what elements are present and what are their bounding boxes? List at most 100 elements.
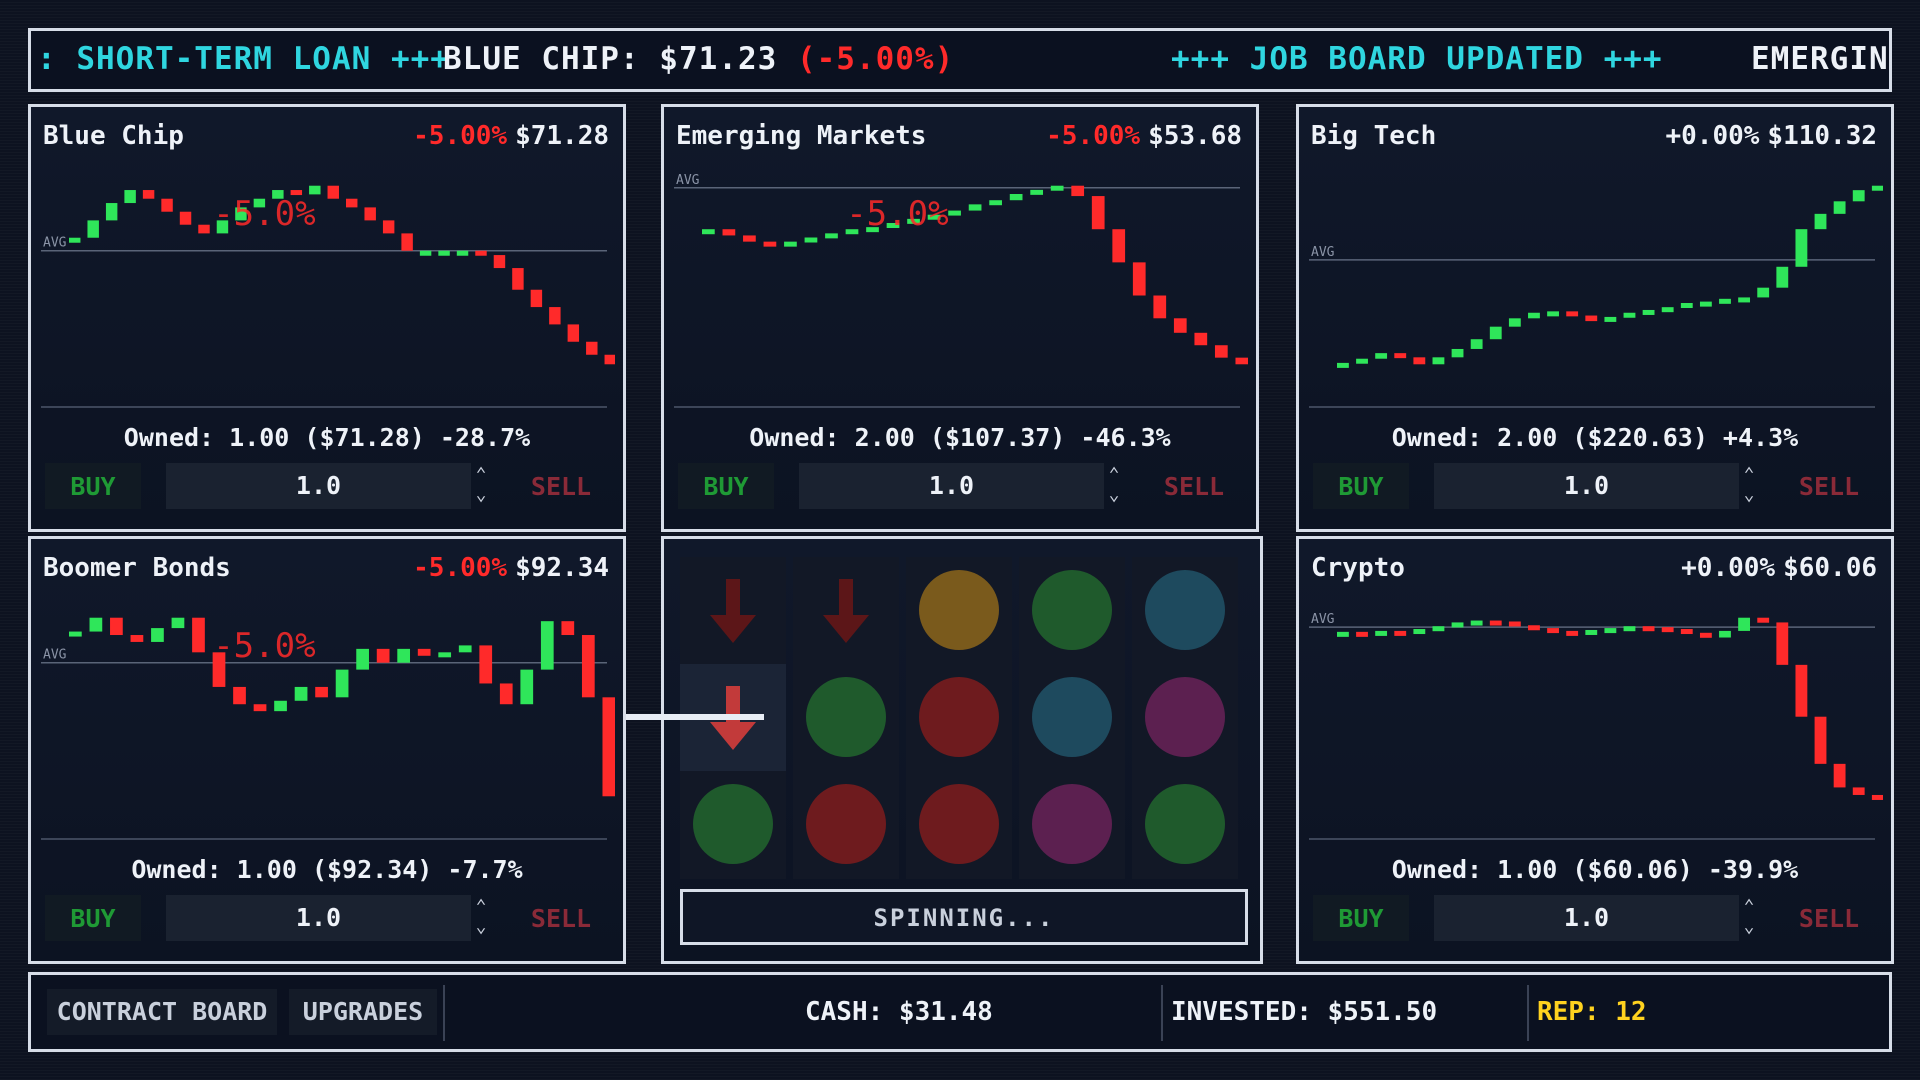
candle [1871, 185, 1883, 191]
quantity-stepper[interactable]: ⌃ ⌄ [1737, 465, 1761, 507]
slot-lever[interactable] [626, 714, 764, 720]
candle [171, 617, 185, 629]
buy-button[interactable]: BUY [45, 463, 141, 509]
candle [722, 229, 736, 236]
candle [1776, 622, 1789, 665]
sell-button[interactable]: SELL [1146, 463, 1242, 509]
candle [1719, 298, 1731, 304]
footer-divider [1161, 985, 1163, 1041]
quantity-stepper[interactable]: ⌃ ⌄ [1102, 465, 1126, 507]
red-ball-icon [906, 771, 1012, 878]
drop-flash: -5.0% [213, 194, 315, 234]
candle [1375, 630, 1388, 636]
buy-button[interactable]: BUY [1313, 463, 1409, 509]
avg-label: AVG [1311, 245, 1335, 260]
candle [1566, 630, 1579, 636]
sell-button[interactable]: SELL [513, 463, 609, 509]
slot-ball [693, 784, 773, 864]
price-chart: AVG -5.0% [41, 617, 615, 840]
candle [1489, 620, 1502, 626]
price-chart: AVG [1309, 612, 1883, 840]
candle [397, 648, 411, 663]
stock-change: -5.00% [413, 553, 508, 583]
chevron-down-icon[interactable]: ⌄ [1743, 916, 1755, 937]
chevron-up-icon[interactable]: ⌃ [475, 464, 487, 485]
arrow-down-icon [710, 579, 756, 643]
magenta-ball-icon [1019, 771, 1125, 878]
buy-button[interactable]: BUY [678, 463, 774, 509]
arrow-down-icon [680, 557, 786, 664]
candle [1757, 287, 1770, 298]
contract-board-tab[interactable]: CONTRACT BOARD [47, 989, 277, 1035]
candle [458, 645, 472, 653]
quantity-stepper[interactable]: ⌃ ⌄ [469, 465, 493, 507]
candle [87, 220, 99, 238]
quantity-input[interactable]: 1.0 [166, 895, 471, 941]
stock-panel-big-tech: Big Tech +0.00% $110.32 AVG Owned: 2.00 (… [1296, 104, 1894, 532]
chevron-up-icon[interactable]: ⌃ [1743, 464, 1755, 485]
candle [1413, 629, 1426, 635]
slot-reel [793, 557, 899, 879]
candle [294, 686, 308, 701]
candle [1585, 315, 1598, 322]
sell-button[interactable]: SELL [513, 895, 609, 941]
quantity-input[interactable]: 1.0 [1434, 463, 1739, 509]
footer-divider [1527, 985, 1529, 1041]
price-chart: AVG [1309, 185, 1883, 408]
stock-name: Big Tech [1311, 121, 1437, 151]
candle [417, 648, 431, 656]
candle [702, 229, 715, 235]
arrow-down-icon [793, 557, 899, 664]
chevron-up-icon[interactable]: ⌃ [475, 896, 487, 917]
ticker-blue-chip-change: (-5.00%) [796, 41, 955, 77]
magenta-ball-icon [1132, 664, 1238, 771]
candle [948, 210, 961, 216]
chevron-down-icon[interactable]: ⌄ [475, 916, 487, 937]
chevron-up-icon[interactable]: ⌃ [1108, 464, 1120, 485]
teal-ball-icon [1132, 557, 1238, 664]
chevron-up-icon[interactable]: ⌃ [1743, 896, 1755, 917]
stock-quote: +0.00% $60.06 [1681, 553, 1877, 583]
candle [604, 354, 615, 365]
buy-button[interactable]: BUY [1313, 895, 1409, 941]
stock-panel-boomer-bonds: Boomer Bonds -5.00% $92.34 AVG -5.0% Owned… [28, 536, 626, 964]
ticker-loan: : SHORT-TERM LOAN +++ [37, 41, 450, 77]
candle [1030, 189, 1044, 195]
quantity-stepper[interactable]: ⌃ ⌄ [1737, 897, 1761, 939]
upgrades-tab[interactable]: UPGRADES [289, 989, 437, 1035]
candle [1413, 357, 1426, 365]
owned-summary: Owned: 1.00 ($60.06) -39.9% [1391, 855, 1799, 884]
quantity-input[interactable]: 1.0 [166, 463, 471, 509]
candle [1852, 787, 1865, 795]
candle [927, 214, 941, 220]
slot-reel [1019, 557, 1125, 879]
trade-controls: BUY 1.0 ⌃ ⌄ SELL [674, 463, 1246, 509]
sell-button[interactable]: SELL [1781, 463, 1877, 509]
spin-button[interactable]: SPINNING... [680, 889, 1248, 945]
chevron-down-icon[interactable]: ⌄ [1108, 484, 1120, 505]
stock-quote: -5.00% $71.28 [413, 121, 609, 151]
quantity-input[interactable]: 1.0 [1434, 895, 1739, 941]
chevron-down-icon[interactable]: ⌄ [475, 484, 487, 505]
sell-button[interactable]: SELL [1781, 895, 1877, 941]
quantity-input[interactable]: 1.0 [799, 463, 1104, 509]
candle [438, 652, 452, 658]
green-ball-icon [793, 664, 899, 771]
candle [216, 220, 229, 234]
buy-button[interactable]: BUY [45, 895, 141, 941]
candle [1719, 630, 1731, 638]
slot-ball [1145, 784, 1225, 864]
candle [1432, 626, 1445, 632]
quantity-stepper[interactable]: ⌃ ⌄ [469, 897, 493, 939]
candle [1738, 617, 1751, 631]
candle [1757, 617, 1770, 623]
candle [1050, 185, 1064, 191]
candle [586, 341, 598, 355]
chevron-down-icon[interactable]: ⌄ [1743, 484, 1755, 505]
candle [1194, 332, 1208, 346]
candle [335, 669, 349, 698]
slot-ball [919, 784, 999, 864]
candle [1585, 629, 1598, 635]
stock-panel-blue-chip: Blue Chip -5.00% $71.28 AVG -5.0% Owned: 1… [28, 104, 626, 532]
avg-label: AVG [43, 648, 67, 663]
